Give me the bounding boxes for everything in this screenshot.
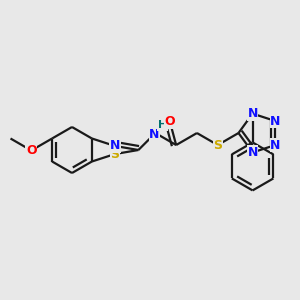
Text: N: N: [110, 140, 120, 152]
Text: N: N: [270, 139, 280, 152]
Text: O: O: [26, 144, 37, 157]
Text: S: S: [213, 139, 222, 152]
Text: N: N: [270, 115, 280, 128]
Text: S: S: [110, 148, 119, 160]
Text: N: N: [248, 107, 258, 120]
Text: N: N: [248, 146, 258, 159]
Text: H: H: [158, 120, 167, 130]
Text: N: N: [149, 128, 160, 140]
Text: O: O: [165, 115, 175, 128]
